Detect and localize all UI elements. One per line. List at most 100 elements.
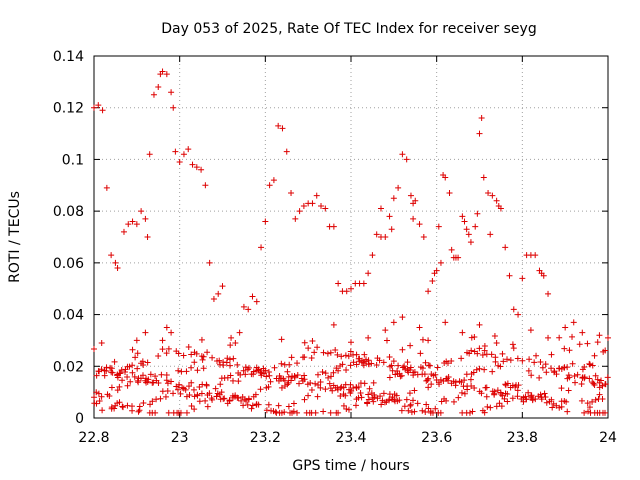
- data-point: [539, 364, 546, 371]
- y-tick-label: 0.02: [53, 359, 84, 375]
- data-point: [343, 405, 350, 412]
- data-point: [101, 372, 108, 379]
- data-point: [131, 373, 138, 380]
- data-point: [428, 381, 435, 388]
- data-point: [469, 408, 476, 415]
- data-point: [193, 350, 200, 357]
- data-point: [91, 346, 97, 353]
- data-point: [170, 104, 177, 111]
- data-point: [605, 334, 611, 341]
- data-point: [502, 381, 509, 388]
- data-point: [515, 311, 522, 318]
- data-point: [498, 403, 505, 410]
- data-point: [135, 408, 142, 415]
- data-point: [106, 393, 113, 400]
- data-point: [458, 389, 465, 396]
- data-point: [548, 396, 555, 403]
- data-point: [176, 381, 183, 388]
- data-point: [152, 373, 159, 380]
- data-point: [163, 324, 170, 331]
- data-point: [589, 398, 596, 405]
- data-point: [529, 397, 536, 404]
- data-point: [339, 361, 346, 368]
- data-point: [358, 394, 365, 401]
- data-point: [465, 231, 472, 238]
- data-point: [258, 244, 265, 251]
- data-point: [196, 384, 203, 391]
- x-tick-label: 23.8: [507, 430, 538, 446]
- data-point: [296, 208, 303, 215]
- data-point: [481, 347, 488, 354]
- data-point: [142, 329, 149, 336]
- data-point: [569, 360, 576, 367]
- data-point: [493, 340, 500, 347]
- data-point: [468, 383, 475, 390]
- x-tick-label: 23.6: [421, 430, 452, 446]
- data-point: [590, 380, 597, 387]
- data-point: [202, 182, 209, 189]
- data-point: [383, 398, 390, 405]
- data-point: [108, 384, 115, 391]
- data-point: [519, 357, 526, 364]
- data-point: [504, 391, 511, 398]
- data-point: [506, 272, 513, 279]
- data-point: [139, 358, 146, 365]
- data-point: [164, 380, 171, 387]
- data-point: [591, 382, 598, 389]
- data-point: [245, 395, 252, 402]
- data-point: [111, 405, 118, 412]
- data-point: [119, 403, 126, 410]
- data-point: [395, 184, 402, 191]
- data-point: [452, 382, 459, 389]
- y-axis: 0 0.02 0.04 0.06 0.08 0.1 0.12 0.14: [53, 49, 608, 427]
- x-axis-label: GPS time / hours: [292, 458, 409, 474]
- data-point: [98, 393, 105, 400]
- data-point: [202, 397, 209, 404]
- data-point: [335, 409, 342, 416]
- data-point: [149, 379, 156, 386]
- y-tick-label: 0.1: [62, 152, 84, 168]
- data-point: [377, 205, 384, 212]
- data-point: [245, 364, 252, 371]
- data-point: [562, 324, 569, 331]
- data-point: [255, 401, 262, 408]
- data-point: [429, 409, 436, 416]
- data-point: [419, 336, 426, 343]
- data-point: [396, 397, 403, 404]
- data-point: [209, 396, 216, 403]
- data-point: [327, 349, 334, 356]
- data-point: [542, 393, 549, 400]
- data-point: [223, 359, 230, 366]
- data-point: [226, 362, 233, 369]
- data-point: [564, 364, 571, 371]
- data-point: [491, 332, 498, 339]
- data-point: [378, 401, 385, 408]
- data-point: [578, 397, 585, 404]
- data-point: [330, 321, 337, 328]
- data-point: [365, 270, 372, 277]
- data-point: [155, 84, 162, 91]
- data-point: [445, 373, 452, 380]
- data-point: [285, 373, 292, 380]
- data-point: [140, 399, 147, 406]
- data-point: [444, 360, 451, 367]
- data-point: [492, 354, 499, 361]
- x-tick-label: 23.4: [335, 430, 366, 446]
- data-point: [361, 380, 368, 387]
- data-point: [448, 246, 455, 253]
- data-point: [509, 395, 516, 402]
- data-point: [317, 384, 324, 391]
- data-point: [450, 398, 457, 405]
- data-point: [288, 377, 295, 384]
- y-tick-label: 0.04: [53, 308, 84, 324]
- data-point: [153, 396, 160, 403]
- data-point: [332, 347, 339, 354]
- data-point: [212, 385, 219, 392]
- data-point: [281, 409, 288, 416]
- data-point: [307, 380, 314, 387]
- data-point: [420, 234, 427, 240]
- data-point: [478, 115, 485, 122]
- data-point: [576, 341, 583, 348]
- data-point: [522, 393, 529, 400]
- data-point: [526, 356, 533, 363]
